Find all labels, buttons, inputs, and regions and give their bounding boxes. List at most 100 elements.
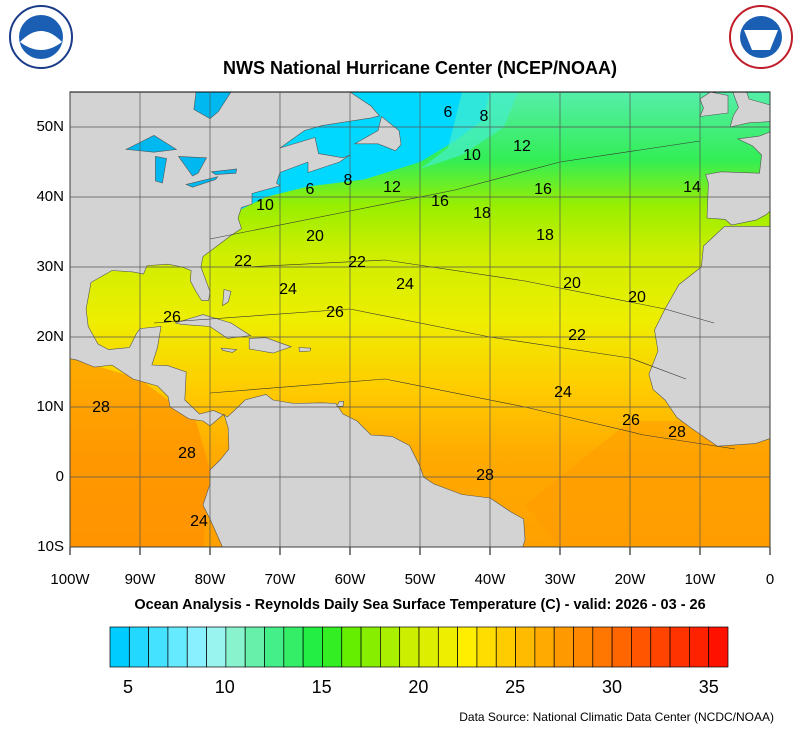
contour-label: 18 <box>473 205 491 222</box>
land <box>298 347 312 353</box>
warm-water <box>525 421 770 547</box>
colorbar-label: 35 <box>699 677 719 697</box>
lat-tick-label: 0 <box>56 468 64 485</box>
colorbar-cell <box>264 626 285 668</box>
colorbar-cell <box>631 626 652 668</box>
colorbar-cell <box>515 626 536 668</box>
land <box>699 92 729 117</box>
contour-label: 6 <box>306 181 315 198</box>
colorbar-cell <box>418 626 439 668</box>
contour-label: 26 <box>326 304 344 321</box>
lon-tick-label: 50W <box>405 571 437 588</box>
colorbar-cell <box>650 626 671 668</box>
isotherm <box>209 140 701 240</box>
contour-label: 26 <box>163 309 181 326</box>
contour-label: 24 <box>190 513 208 530</box>
colorbar-cell <box>244 626 265 668</box>
colorbar-cell <box>592 626 613 668</box>
lake <box>210 168 237 175</box>
lat-tick-label: 20N <box>36 328 64 345</box>
noaa-logo <box>9 5 73 69</box>
lake <box>193 92 232 119</box>
colorbar-cell <box>360 626 381 668</box>
colorbar-cell <box>399 626 420 668</box>
contour-label: 14 <box>683 179 701 196</box>
colorbar-label: 5 <box>123 677 133 697</box>
lon-tick-label: 40W <box>475 571 507 588</box>
caption: Ocean Analysis - Reynolds Daily Sea Surf… <box>134 597 705 613</box>
colorbar-cell <box>302 626 323 668</box>
lon-tick-label: 70W <box>265 571 297 588</box>
contour-label: 10 <box>463 147 481 164</box>
contour-label: 16 <box>431 193 449 210</box>
colorbar-cell <box>109 626 130 668</box>
contour-label: 22 <box>234 253 252 270</box>
contour-label: 24 <box>554 384 572 401</box>
land <box>222 289 232 307</box>
land <box>70 92 526 547</box>
colorbar-cell <box>148 626 169 668</box>
contour-label: 20 <box>306 228 324 245</box>
land <box>648 226 770 447</box>
colorbar-cell <box>283 626 304 668</box>
contour-label: 12 <box>383 179 401 196</box>
lake <box>124 135 178 153</box>
colorbar-cell <box>669 626 690 668</box>
colorbar-cell <box>186 626 207 668</box>
lat-tick-label: 10N <box>36 398 64 415</box>
land <box>248 337 293 354</box>
lat-tick-label: 10S <box>37 538 64 555</box>
contour-label: 6 <box>444 104 453 121</box>
lon-tick-label: 20W <box>615 571 647 588</box>
colorbar-cell <box>553 626 574 668</box>
contour-label: 16 <box>534 181 552 198</box>
cold-water <box>420 92 518 169</box>
lon-tick-label: 90W <box>125 571 157 588</box>
colorbar-cell <box>534 626 555 668</box>
colorbar-cell <box>225 626 246 668</box>
land <box>353 115 402 152</box>
land <box>729 92 770 128</box>
colorbar-cell <box>380 626 401 668</box>
contour-label: 12 <box>513 138 531 155</box>
land <box>705 131 770 226</box>
contour-label: 24 <box>279 281 297 298</box>
contour-label: 20 <box>563 275 581 292</box>
lake <box>155 156 167 184</box>
lon-tick-label: 60W <box>335 571 367 588</box>
lon-tick-label: 10W <box>685 571 717 588</box>
colorbar-cell <box>573 626 594 668</box>
colorbar-cell <box>341 626 362 668</box>
contour-label: 28 <box>178 445 196 462</box>
contour-label: 22 <box>348 254 366 271</box>
contour-label: 10 <box>256 197 274 214</box>
colorbar-label: 30 <box>602 677 622 697</box>
lat-tick-label: 30N <box>36 258 64 275</box>
contour-label: 28 <box>668 424 686 441</box>
colorbar-cell <box>611 626 632 668</box>
colorbar-label: 25 <box>505 677 525 697</box>
colorbar-cell <box>457 626 478 668</box>
contour-label: 26 <box>622 412 640 429</box>
colorbar: 5 10 15 20 25 30 35 <box>109 626 729 697</box>
contour-label: 8 <box>480 108 489 125</box>
colorbar-cell <box>128 626 149 668</box>
colorbar-label: 10 <box>215 677 235 697</box>
contour-label: 20 <box>628 289 646 306</box>
colorbar-cell <box>437 626 458 668</box>
lon-tick-label: 30W <box>545 571 577 588</box>
colorbar-cell <box>206 626 227 668</box>
colorbar-cell <box>476 626 497 668</box>
contour-label: 8 <box>344 172 353 189</box>
colorbar-cell <box>495 626 516 668</box>
colorbar-cell <box>689 626 710 668</box>
contour-label: 24 <box>396 276 414 293</box>
nws-logo <box>729 5 793 69</box>
colorbar-label: 15 <box>312 677 332 697</box>
land <box>220 347 238 353</box>
contour-label: 28 <box>92 399 110 416</box>
contour-label: 28 <box>476 467 494 484</box>
data-source: Data Source: National Climatic Data Cent… <box>459 710 774 724</box>
lake <box>177 156 207 177</box>
